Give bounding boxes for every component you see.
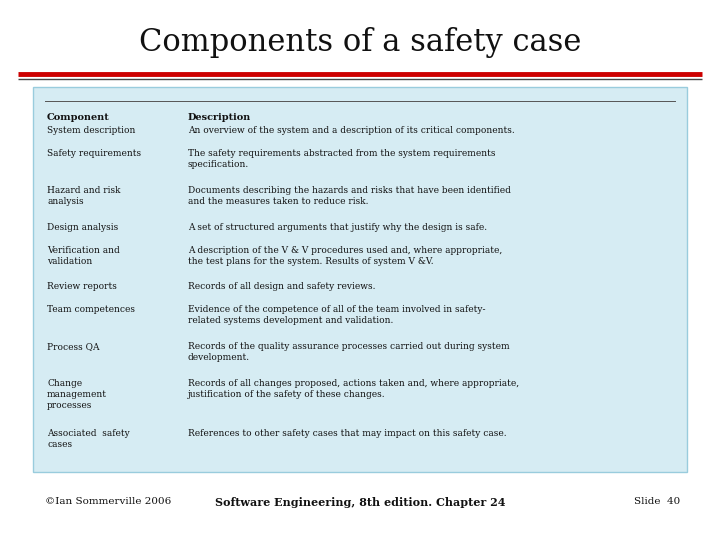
Text: Team competences: Team competences (47, 306, 135, 314)
Text: Records of all design and safety reviews.: Records of all design and safety reviews… (188, 282, 376, 292)
Text: Description: Description (188, 113, 251, 122)
Text: Process QA: Process QA (47, 342, 99, 351)
Text: Change
management
processes: Change management processes (47, 379, 107, 410)
Text: Review reports: Review reports (47, 282, 117, 292)
Text: Safety requirements: Safety requirements (47, 149, 141, 158)
Text: References to other safety cases that may impact on this safety case.: References to other safety cases that ma… (188, 429, 507, 438)
Text: Software Engineering, 8th edition. Chapter 24: Software Engineering, 8th edition. Chapt… (215, 496, 505, 508)
Text: ©Ian Sommerville 2006: ©Ian Sommerville 2006 (45, 497, 171, 507)
Text: Component: Component (47, 113, 109, 122)
Text: An overview of the system and a description of its critical components.: An overview of the system and a descript… (188, 126, 515, 135)
Text: Associated  safety
cases: Associated safety cases (47, 429, 130, 449)
FancyBboxPatch shape (33, 87, 687, 472)
Text: Verification and
validation: Verification and validation (47, 246, 120, 266)
Text: Slide  40: Slide 40 (634, 497, 680, 507)
Text: Hazard and risk
analysis: Hazard and risk analysis (47, 186, 120, 206)
Text: Evidence of the competence of all of the team involved in safety-
related system: Evidence of the competence of all of the… (188, 306, 485, 326)
Text: Records of the quality assurance processes carried out during system
development: Records of the quality assurance process… (188, 342, 510, 362)
Text: A description of the V & V procedures used and, where appropriate,
the test plan: A description of the V & V procedures us… (188, 246, 503, 266)
Text: Design analysis: Design analysis (47, 222, 118, 232)
Text: Components of a safety case: Components of a safety case (139, 28, 581, 58)
Text: System description: System description (47, 126, 135, 135)
Text: A set of structured arguments that justify why the design is safe.: A set of structured arguments that justi… (188, 222, 487, 232)
Text: The safety requirements abstracted from the system requirements
specification.: The safety requirements abstracted from … (188, 149, 495, 169)
Text: Documents describing the hazards and risks that have been identified
and the mea: Documents describing the hazards and ris… (188, 186, 511, 206)
Text: Records of all changes proposed, actions taken and, where appropriate,
justifica: Records of all changes proposed, actions… (188, 379, 519, 399)
